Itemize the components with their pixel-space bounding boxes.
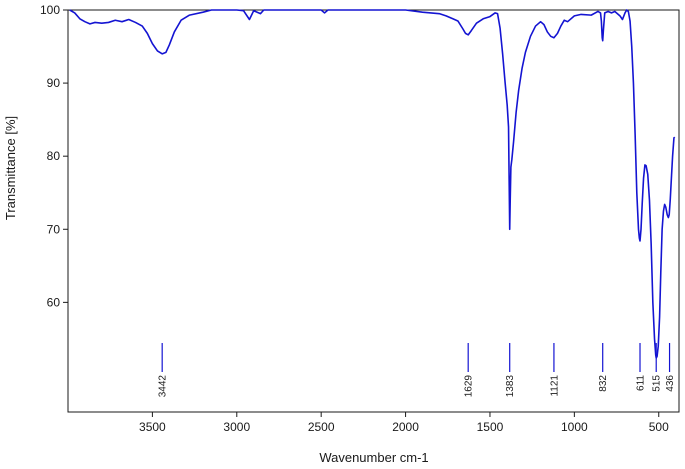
x-tick-label: 2000: [392, 420, 419, 434]
y-axis: 60 70 80 90 100: [40, 3, 68, 309]
peak-label: 832: [598, 375, 609, 392]
x-tick-label: 500: [649, 420, 669, 434]
y-tick-label: 90: [47, 76, 61, 90]
y-axis-title: Transmittance [%]: [3, 116, 18, 220]
x-tick-label: 3500: [139, 420, 166, 434]
peak-markers: 3442 1629 1383 1121 832 611 515 436: [158, 343, 676, 397]
plot-area: [67, 9, 680, 413]
peak-label: 1629: [464, 375, 475, 398]
x-tick-label: 2500: [308, 420, 335, 434]
y-tick-label: 60: [47, 295, 61, 309]
peak-label: 1383: [505, 375, 516, 398]
peak-label: 436: [665, 375, 676, 392]
plot-border: [67, 9, 680, 413]
x-axis: 3500 3000 2500 2000 1500 1000 500: [139, 412, 669, 434]
y-tick-label: 100: [40, 3, 60, 17]
x-tick-label: 1500: [477, 420, 504, 434]
peak-label: 3442: [158, 375, 169, 398]
x-tick-label: 1000: [561, 420, 588, 434]
peak-label: 611: [636, 375, 647, 391]
peak-label: 515: [652, 375, 663, 392]
series-layer: [69, 9, 676, 359]
x-axis-title: Wavenumber cm-1: [319, 450, 428, 465]
spectrum-line: [69, 9, 676, 359]
y-tick-label: 70: [47, 222, 61, 236]
x-tick-label: 3000: [223, 420, 250, 434]
y-tick-label: 80: [47, 149, 61, 163]
peak-label: 1121: [549, 375, 560, 397]
